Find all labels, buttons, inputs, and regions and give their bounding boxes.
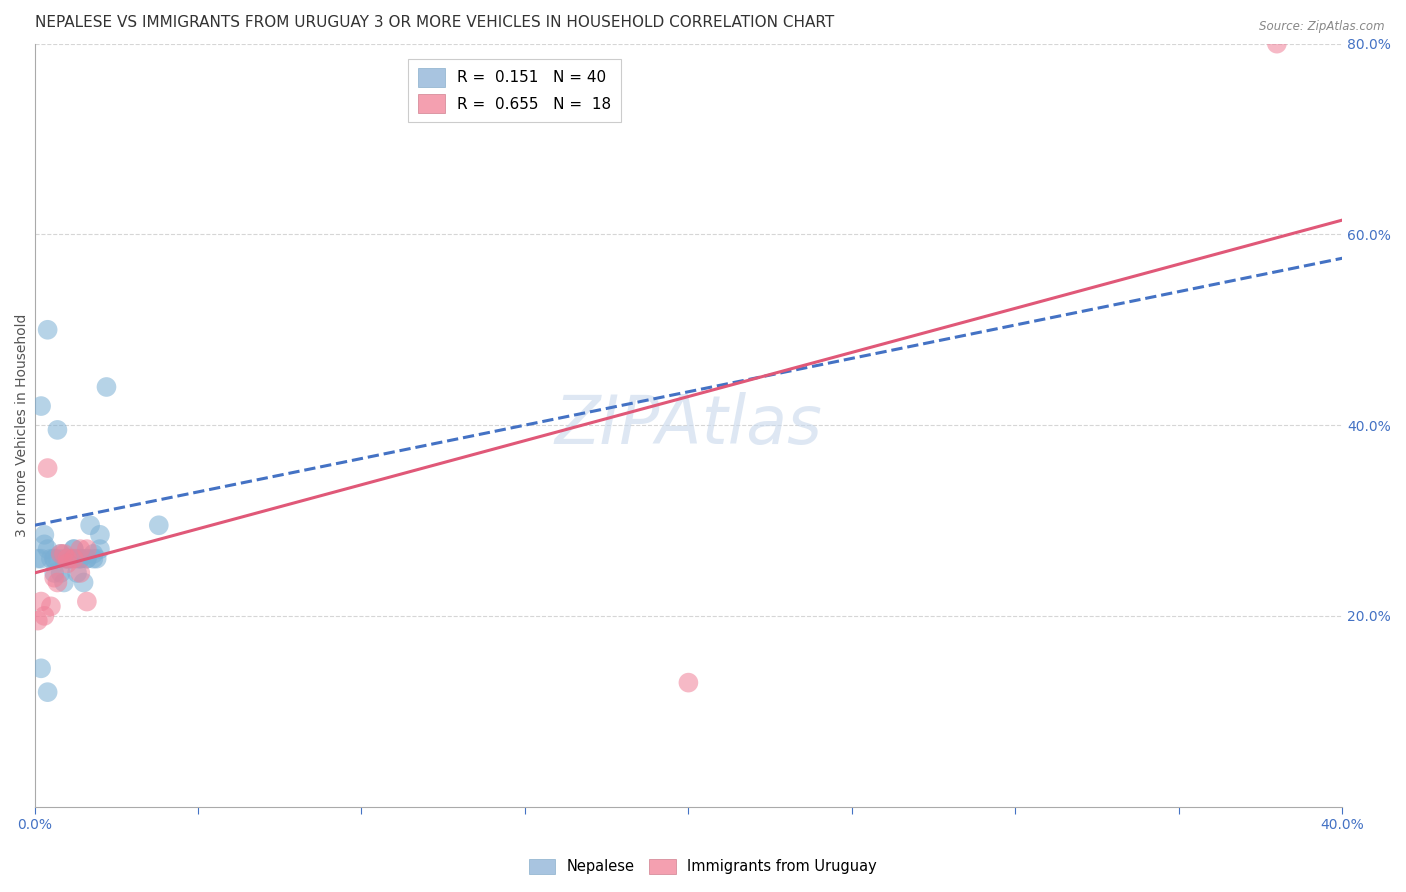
Point [44, 571, 66, 585]
Point [82, 547, 104, 561]
Point [76, 551, 98, 566]
Point [44, 551, 66, 566]
Point [49, 547, 72, 561]
Point [27, 614, 49, 628]
Point [49, 566, 72, 580]
Point [39, 599, 62, 614]
Point [62, 551, 84, 566]
Point [44, 551, 66, 566]
Point [66, 566, 89, 580]
Point [53, 551, 76, 566]
Point [34, 537, 56, 551]
Point [27, 551, 49, 566]
Point [44, 566, 66, 580]
Point [34, 608, 56, 623]
Text: NEPALESE VS IMMIGRANTS FROM URUGUAY 3 OR MORE VEHICLES IN HOUSEHOLD CORRELATION : NEPALESE VS IMMIGRANTS FROM URUGUAY 3 OR… [35, 15, 834, 30]
Point [678, 675, 700, 690]
Point [30, 551, 52, 566]
Point [37, 685, 59, 699]
Point [46, 423, 69, 437]
Point [46, 575, 69, 590]
Point [59, 551, 82, 566]
Point [69, 566, 91, 580]
Point [69, 542, 91, 557]
Point [56, 551, 79, 566]
Point [37, 323, 59, 337]
Point [56, 551, 79, 566]
Point [76, 551, 98, 566]
Point [96, 380, 118, 394]
Point [53, 575, 76, 590]
Point [62, 542, 84, 557]
Point [1265, 37, 1288, 51]
Point [34, 528, 56, 542]
Text: ZIPAtlas: ZIPAtlas [554, 392, 823, 458]
Point [79, 518, 101, 533]
Point [89, 528, 111, 542]
Point [66, 551, 89, 566]
Point [69, 551, 91, 566]
Point [69, 551, 91, 566]
Point [62, 542, 84, 557]
Point [82, 551, 104, 566]
Point [56, 551, 79, 566]
Legend: Nepalese, Immigrants from Uruguay: Nepalese, Immigrants from Uruguay [523, 853, 883, 880]
Point [76, 594, 98, 608]
Point [56, 557, 79, 571]
Point [49, 547, 72, 561]
Y-axis label: 3 or more Vehicles in Household: 3 or more Vehicles in Household [15, 313, 30, 537]
Point [30, 399, 52, 413]
Point [89, 542, 111, 557]
Point [37, 542, 59, 557]
Legend: R =  0.151   N = 40, R =  0.655   N =  18: R = 0.151 N = 40, R = 0.655 N = 18 [408, 59, 620, 122]
Point [30, 661, 52, 675]
Point [148, 518, 170, 533]
Point [53, 547, 76, 561]
Point [59, 551, 82, 566]
Text: Source: ZipAtlas.com: Source: ZipAtlas.com [1260, 20, 1385, 33]
Point [72, 575, 94, 590]
Point [30, 594, 52, 608]
Point [37, 461, 59, 475]
Point [39, 551, 62, 566]
Point [76, 542, 98, 557]
Point [46, 551, 69, 566]
Point [86, 551, 108, 566]
